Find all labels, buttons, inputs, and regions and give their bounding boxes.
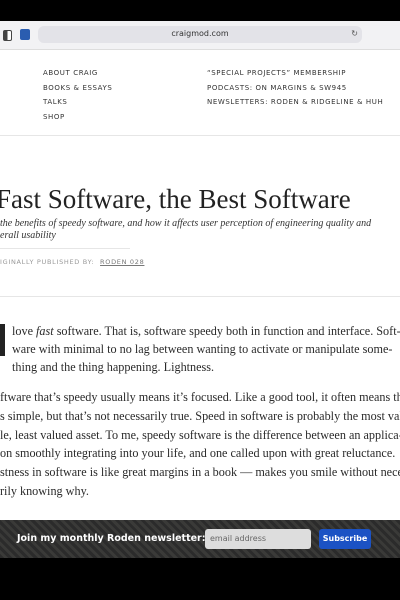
newsletter-bar: Join my monthly Roden newsletter: email … — [0, 520, 400, 558]
bookmark-icon[interactable] — [20, 29, 30, 40]
text: software. That is, software speedy both … — [53, 324, 400, 338]
nav-link[interactable]: NEWSLETTERS: RODEN & RIDGELINE & HUH — [207, 98, 384, 106]
published-label: IGINALLY PUBLISHED BY: — [0, 258, 95, 266]
subtitle-line: erall usability — [0, 229, 56, 241]
reload-icon[interactable]: ↻ — [351, 29, 358, 38]
button-label: Subscribe — [322, 534, 368, 543]
text-line: le, least valued asset. To me, speedy so… — [0, 427, 400, 442]
text-line: ware with minimal to no lag between want… — [12, 342, 393, 356]
divider — [0, 248, 130, 249]
text-line: rily knowing why. — [0, 484, 89, 498]
text-line: ftware that’s speedy usually means it’s … — [0, 390, 400, 404]
subtitle: the benefits of speedy software, and how… — [0, 218, 371, 241]
sidebar-icon[interactable] — [3, 30, 12, 41]
divider — [0, 296, 400, 297]
nav-link[interactable]: TALKS — [43, 98, 68, 106]
address-bar[interactable]: craigmod.com ↻ — [38, 26, 362, 43]
article-title: Fast Software, the Best Software — [0, 184, 351, 214]
nav-link[interactable]: SHOP — [43, 112, 65, 121]
text-line: love fast software. That is, software sp… — [12, 324, 400, 339]
dropcap-bar — [0, 324, 5, 356]
text-line: thing and the thing happening. Lightness… — [12, 360, 215, 374]
nav-left: ABOUT CRAIG BOOKS & ESSAYS TALKS SHOP — [43, 66, 112, 124]
subtitle-line: the benefits of speedy software, and how… — [0, 218, 372, 229]
divider — [0, 135, 400, 136]
nav-link[interactable]: BOOKS & ESSAYS — [43, 83, 113, 92]
status-bar — [0, 0, 400, 21]
url: craigmod.com — [171, 29, 229, 38]
nav-link[interactable]: ABOUT CRAIG — [43, 69, 98, 77]
nav-right: “SPECIAL PROJECTS” MEMBERSHIP PODCASTS: … — [207, 66, 383, 110]
text: love — [12, 324, 37, 338]
published: IGINALLY PUBLISHED BY: RODEN 028 — [0, 258, 144, 266]
emphasis: fast — [36, 324, 54, 338]
newsletter-prompt: Join my monthly Roden newsletter: — [17, 533, 206, 544]
browser-toolbar: craigmod.com ↻ — [0, 21, 400, 50]
nav-link[interactable]: PODCASTS: ON MARGINS & SW945 — [207, 83, 347, 92]
text-line: stness in software is like great margins… — [0, 465, 400, 480]
placeholder: email address — [210, 534, 267, 543]
published-link[interactable]: RODEN 028 — [100, 258, 145, 266]
email-input[interactable]: email address — [205, 529, 311, 549]
nav-link[interactable]: “SPECIAL PROJECTS” MEMBERSHIP — [207, 69, 347, 77]
subscribe-button[interactable]: Subscribe — [319, 529, 371, 549]
bottom-bar — [0, 558, 400, 600]
text-line: on smoothly integrating into your life, … — [0, 446, 396, 461]
text-line: s simple, but that’s not necessarily tru… — [0, 408, 400, 423]
